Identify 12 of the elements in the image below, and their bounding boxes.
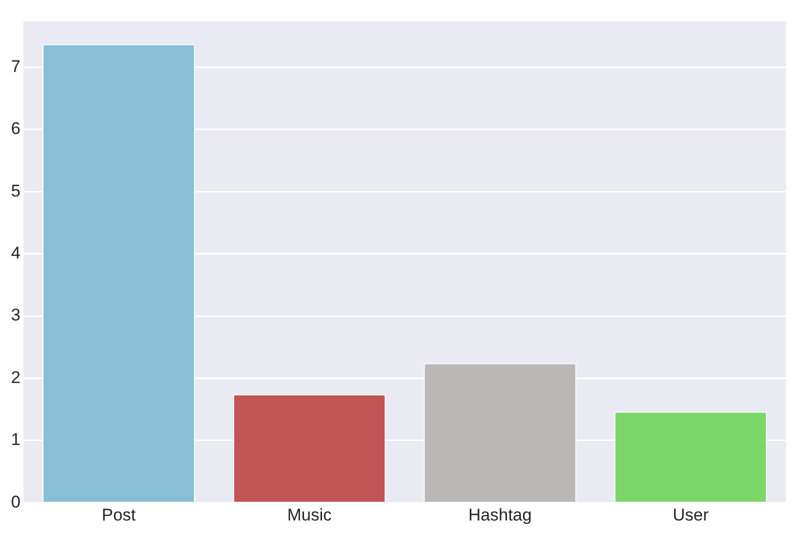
y-tick-label: 1 — [10, 430, 20, 450]
y-tick-label: 6 — [10, 119, 20, 138]
y-tick-label: 4 — [10, 244, 20, 262]
x-tick-label: User — [672, 505, 709, 524]
y-tick-label: 2 — [10, 368, 20, 387]
x-tick-label: Hashtag — [468, 505, 532, 524]
x-tick-label: Music — [287, 505, 332, 524]
y-tick-label: 3 — [10, 306, 20, 325]
x-tick-label: Post — [102, 505, 136, 524]
y-tick-label: 0 — [10, 492, 20, 512]
y-tick-label: 7 — [10, 56, 20, 76]
y-tick-label: 5 — [10, 181, 20, 200]
